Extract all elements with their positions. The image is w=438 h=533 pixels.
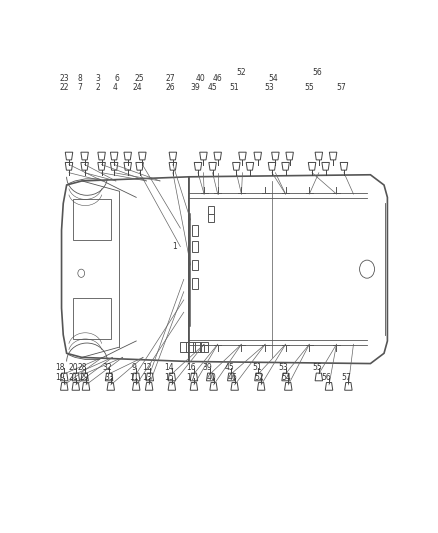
Text: 18: 18 (55, 363, 64, 372)
Text: 22: 22 (60, 83, 69, 92)
Text: 55: 55 (304, 83, 314, 92)
Bar (208, 206, 214, 214)
Text: 17: 17 (187, 374, 196, 382)
Text: 51: 51 (230, 83, 240, 92)
Bar (191, 225, 198, 236)
Text: 25: 25 (134, 74, 144, 83)
Text: 23: 23 (60, 74, 69, 83)
Text: 13: 13 (142, 374, 152, 382)
Text: 16: 16 (187, 363, 196, 372)
Text: 14: 14 (165, 363, 174, 372)
Text: 45: 45 (208, 83, 218, 92)
Bar (74, 298, 111, 339)
Text: 57: 57 (341, 374, 351, 382)
Text: 26: 26 (166, 83, 175, 92)
Bar (191, 241, 198, 252)
Text: 28: 28 (78, 363, 87, 372)
Bar (191, 260, 198, 270)
Text: 56: 56 (312, 68, 321, 77)
Text: 56: 56 (321, 374, 331, 382)
Text: 12: 12 (142, 363, 152, 372)
Text: 57: 57 (337, 83, 346, 92)
Text: 52: 52 (254, 374, 264, 382)
Text: 20: 20 (69, 363, 78, 372)
Bar (193, 342, 201, 352)
Text: 45: 45 (225, 363, 234, 372)
Text: 29: 29 (80, 374, 89, 382)
Text: 2: 2 (96, 83, 101, 92)
Bar (187, 342, 194, 352)
Bar (200, 342, 208, 352)
Text: 39: 39 (203, 363, 212, 372)
Text: 27: 27 (166, 74, 175, 83)
Text: 21: 21 (69, 374, 78, 382)
Text: 1: 1 (172, 242, 177, 251)
Text: 7: 7 (78, 83, 83, 92)
Text: 33: 33 (105, 374, 115, 382)
Text: 8: 8 (78, 74, 83, 83)
Bar (74, 199, 111, 240)
Text: 46: 46 (213, 74, 223, 83)
Text: 52: 52 (236, 68, 246, 77)
Text: 32: 32 (102, 363, 112, 372)
Text: 19: 19 (55, 374, 65, 382)
Text: 54: 54 (269, 74, 279, 83)
Text: 3: 3 (96, 74, 101, 83)
Bar (180, 342, 188, 352)
Bar (191, 278, 198, 289)
Text: 51: 51 (252, 363, 261, 372)
Text: 54: 54 (281, 374, 291, 382)
Text: 11: 11 (129, 374, 138, 382)
Text: 53: 53 (265, 83, 274, 92)
Text: 15: 15 (165, 374, 174, 382)
Text: 9: 9 (131, 363, 136, 372)
Text: 46: 46 (228, 374, 238, 382)
Text: 40: 40 (207, 374, 216, 382)
Text: 53: 53 (278, 363, 288, 372)
Text: 39: 39 (191, 83, 201, 92)
Text: 4: 4 (113, 83, 118, 92)
Text: 6: 6 (114, 74, 119, 83)
Bar (208, 214, 214, 222)
Text: 24: 24 (132, 83, 142, 92)
Text: 40: 40 (196, 74, 205, 83)
Text: 55: 55 (312, 363, 321, 372)
